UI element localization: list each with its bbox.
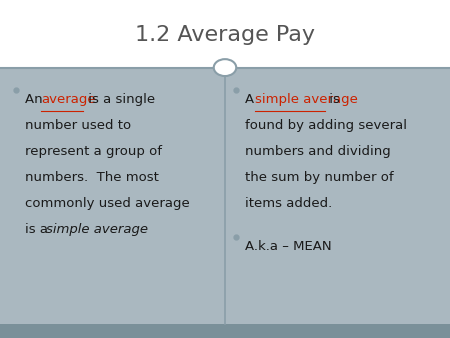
Text: is a: is a: [25, 223, 52, 236]
Text: An: An: [25, 93, 47, 106]
Text: simple average: simple average: [46, 223, 148, 236]
Text: is: is: [325, 93, 340, 106]
Text: is a single: is a single: [84, 93, 155, 106]
Text: commonly used average: commonly used average: [25, 197, 189, 210]
FancyBboxPatch shape: [0, 68, 450, 324]
Text: A: A: [245, 93, 259, 106]
Text: 1.2 Average Pay: 1.2 Average Pay: [135, 25, 315, 46]
Text: numbers and dividing: numbers and dividing: [245, 145, 391, 158]
Text: average: average: [41, 93, 96, 106]
Text: found by adding several: found by adding several: [245, 119, 407, 132]
Text: the sum by number of: the sum by number of: [245, 171, 394, 184]
Text: number used to: number used to: [25, 119, 131, 132]
Text: items added.: items added.: [245, 197, 333, 210]
Text: numbers.  The most: numbers. The most: [25, 171, 158, 184]
Text: simple average: simple average: [255, 93, 358, 106]
FancyBboxPatch shape: [0, 324, 450, 338]
Text: A.k.a – MEAN: A.k.a – MEAN: [245, 240, 332, 253]
Text: .: .: [110, 223, 114, 236]
FancyBboxPatch shape: [0, 0, 450, 68]
Circle shape: [214, 59, 236, 76]
Text: represent a group of: represent a group of: [25, 145, 162, 158]
